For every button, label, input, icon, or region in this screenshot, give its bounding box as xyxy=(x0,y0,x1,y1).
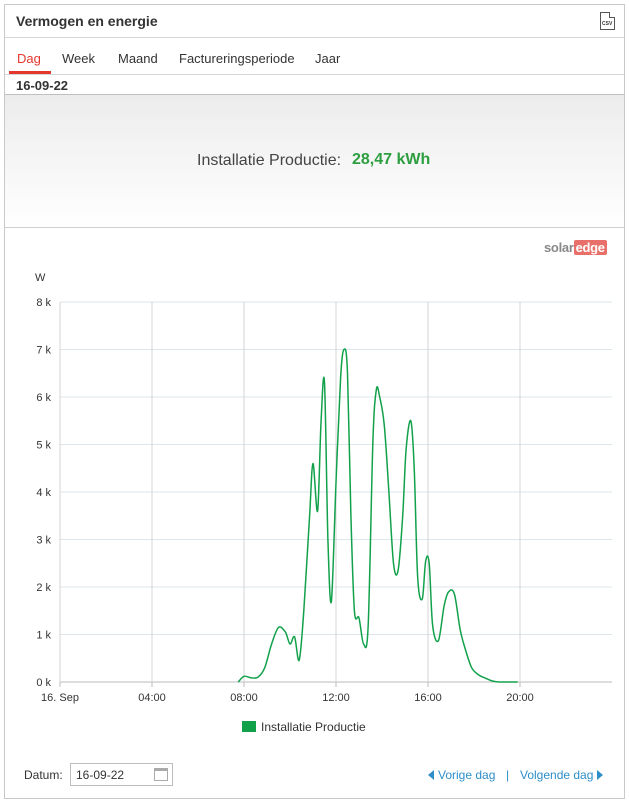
solaredge-logo: solar edge xyxy=(544,240,607,255)
selected-date: 16-09-22 xyxy=(16,78,69,93)
y-tick-label: 1 k xyxy=(36,630,51,642)
y-tick-label: 8 k xyxy=(36,297,51,309)
previous-day-link[interactable]: Vorige dag xyxy=(428,768,495,782)
tab-maand[interactable]: Maand xyxy=(118,51,158,66)
active-tab-indicator xyxy=(9,71,51,74)
y-tick-label: 0 k xyxy=(36,677,51,689)
y-tick-label: 7 k xyxy=(36,345,51,357)
x-tick-label: 16. Sep xyxy=(41,692,79,704)
panel-title: Vermogen en energie xyxy=(16,13,158,29)
period-tabs: Dag Week Maand Factureringsperiode Jaar xyxy=(5,38,624,75)
summary-label: Installatie Productie: xyxy=(197,152,342,169)
y-tick-label: 2 k xyxy=(36,582,51,594)
x-tick-label: 20:00 xyxy=(506,692,534,704)
next-day-link[interactable]: Volgende dag xyxy=(520,768,604,782)
summary-value: 28,47 kWh xyxy=(352,151,431,168)
x-tick-label: 12:00 xyxy=(322,692,350,704)
date-picker[interactable] xyxy=(70,763,173,786)
calendar-icon[interactable] xyxy=(154,768,168,781)
series-line xyxy=(237,348,518,683)
csv-file-icon[interactable]: CSV xyxy=(600,12,615,30)
logo-part-solar: solar xyxy=(544,240,574,255)
arrow-right-icon xyxy=(597,770,604,780)
arrow-left-icon xyxy=(428,770,434,780)
chart-legend[interactable]: Installatie Productie xyxy=(242,720,366,734)
date-field[interactable] xyxy=(71,764,145,785)
x-tick-label: 16:00 xyxy=(414,692,442,704)
date-picker-label: Datum: xyxy=(24,768,63,782)
previous-day-label: Vorige dag xyxy=(438,768,496,782)
y-axis-label: W xyxy=(35,272,46,284)
x-tick-label: 08:00 xyxy=(230,692,258,704)
nav-separator: | xyxy=(506,768,510,782)
y-tick-label: 6 k xyxy=(36,392,51,404)
panel-header: Vermogen en energie CSV xyxy=(5,5,624,38)
x-tick-label: 04:00 xyxy=(138,692,166,704)
y-tick-label: 3 k xyxy=(36,535,51,547)
y-tick-label: 4 k xyxy=(36,487,51,499)
energy-panel: Vermogen en energie CSV Dag Week Maand F… xyxy=(4,4,625,799)
logo-part-edge: edge xyxy=(573,240,607,255)
tab-week[interactable]: Week xyxy=(62,51,95,66)
legend-label: Installatie Productie xyxy=(261,720,366,734)
production-summary: Installatie Productie: 28,47 kWh xyxy=(5,95,624,228)
legend-swatch xyxy=(242,721,256,732)
y-tick-label: 5 k xyxy=(36,440,51,452)
tab-factureringsperiode[interactable]: Factureringsperiode xyxy=(179,51,295,66)
next-day-label: Volgende dag xyxy=(520,768,594,782)
tab-jaar[interactable]: Jaar xyxy=(315,51,341,66)
selected-date-bar: 16-09-22 xyxy=(5,75,624,95)
power-chart: 0 k 1 k 2 k 3 k 4 k 5 k 6 k 7 k 8 k 16. Sep 04:00 0… xyxy=(35,272,612,704)
csv-icon-label: CSV xyxy=(602,21,613,27)
tab-dag[interactable]: Dag xyxy=(17,51,41,66)
